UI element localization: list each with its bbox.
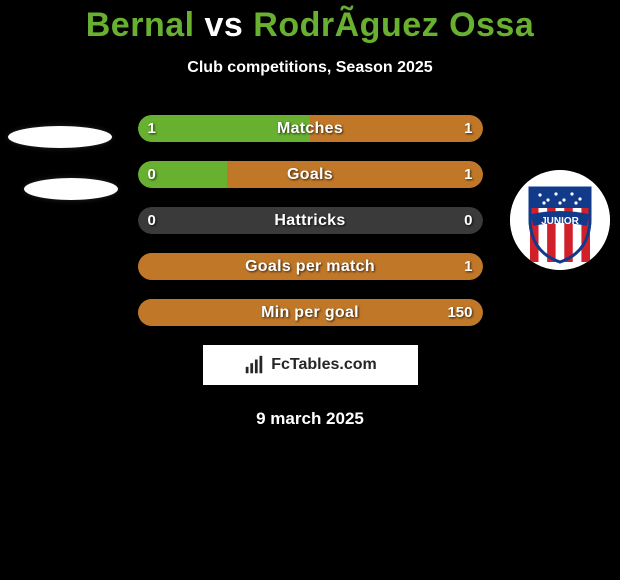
stat-row: 1Goals per match xyxy=(138,253,483,280)
stat-label: Goals per match xyxy=(138,253,483,280)
bar-chart-icon xyxy=(243,354,265,376)
stat-row: 01Goals xyxy=(138,161,483,188)
stat-label: Min per goal xyxy=(138,299,483,326)
stat-row: 11Matches xyxy=(138,115,483,142)
photo-placeholder-ellipse xyxy=(8,126,112,148)
photo-placeholder-ellipse xyxy=(24,178,118,200)
badge-text: JUNIOR xyxy=(541,216,580,227)
date: 9 march 2025 xyxy=(0,409,620,429)
junior-shield-icon: JUNIOR xyxy=(510,170,610,270)
stat-label: Hattricks xyxy=(138,207,483,234)
stat-row: 00Hattricks xyxy=(138,207,483,234)
title-vs: vs xyxy=(195,6,254,44)
club-badge-right: JUNIOR xyxy=(510,170,610,270)
title-right: RodrÃ­guez Ossa xyxy=(253,6,534,44)
page-title: Bernal vs RodrÃ­guez Ossa xyxy=(0,0,620,45)
subtitle: Club competitions, Season 2025 xyxy=(0,59,620,77)
watermark: FcTables.com xyxy=(203,345,418,385)
title-left: Bernal xyxy=(86,6,195,44)
stat-label: Goals xyxy=(138,161,483,188)
watermark-text: FcTables.com xyxy=(271,356,377,374)
stat-row: 150Min per goal xyxy=(138,299,483,326)
stat-label: Matches xyxy=(138,115,483,142)
